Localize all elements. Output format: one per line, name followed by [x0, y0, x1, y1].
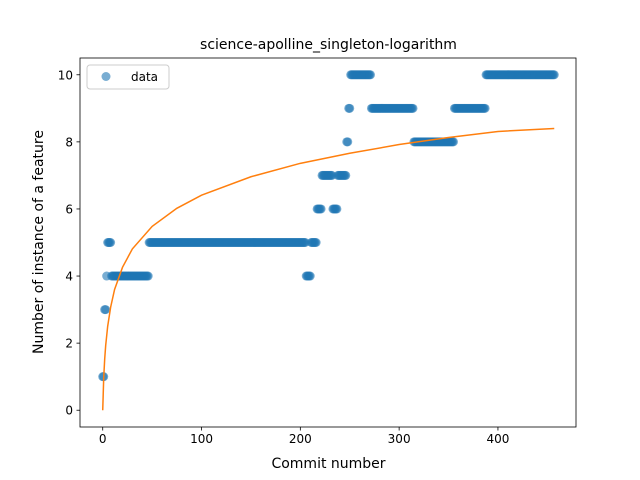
y-tick-label: 6 — [65, 202, 73, 216]
data-point — [448, 137, 458, 147]
data-point — [106, 238, 116, 247]
data-point — [316, 204, 326, 214]
data-point — [549, 70, 559, 80]
y-tick-label: 0 — [65, 404, 73, 418]
data-point — [143, 271, 153, 281]
legend: data — [86, 64, 170, 90]
axes: 0 100 200 300 400 0 2 4 6 8 10 — [58, 57, 577, 446]
data-point — [480, 103, 490, 113]
x-tick-label: 300 — [388, 432, 411, 446]
data-point — [345, 103, 355, 113]
x-tick-label: 400 — [486, 432, 509, 446]
chart-title: science-apolline_singleton-logarithm — [200, 37, 457, 53]
y-axis-label: Number of instance of a feature — [31, 130, 47, 354]
data-point — [101, 305, 111, 315]
data-point — [343, 137, 353, 147]
data-point — [365, 70, 375, 80]
y-tick-label: 4 — [65, 270, 73, 284]
axes-frame — [79, 57, 577, 428]
data-point — [311, 238, 321, 247]
y-tick-label: 10 — [58, 68, 73, 82]
legend-label: data — [131, 70, 158, 84]
x-tick-label: 0 — [99, 432, 107, 446]
fit-line — [101, 127, 555, 411]
data-point — [305, 271, 315, 281]
x-tick-label: 100 — [190, 432, 213, 446]
legend-frame — [86, 64, 170, 90]
data-point — [332, 204, 342, 214]
y-tick-label: 8 — [65, 135, 73, 149]
data-point — [341, 170, 351, 180]
x-tick-label: 200 — [289, 432, 312, 446]
y-tick-label: 2 — [65, 337, 73, 351]
legend-marker — [101, 72, 111, 81]
x-axis-label: Commit number — [271, 456, 385, 472]
data-series — [98, 70, 559, 382]
data-point — [408, 103, 418, 113]
